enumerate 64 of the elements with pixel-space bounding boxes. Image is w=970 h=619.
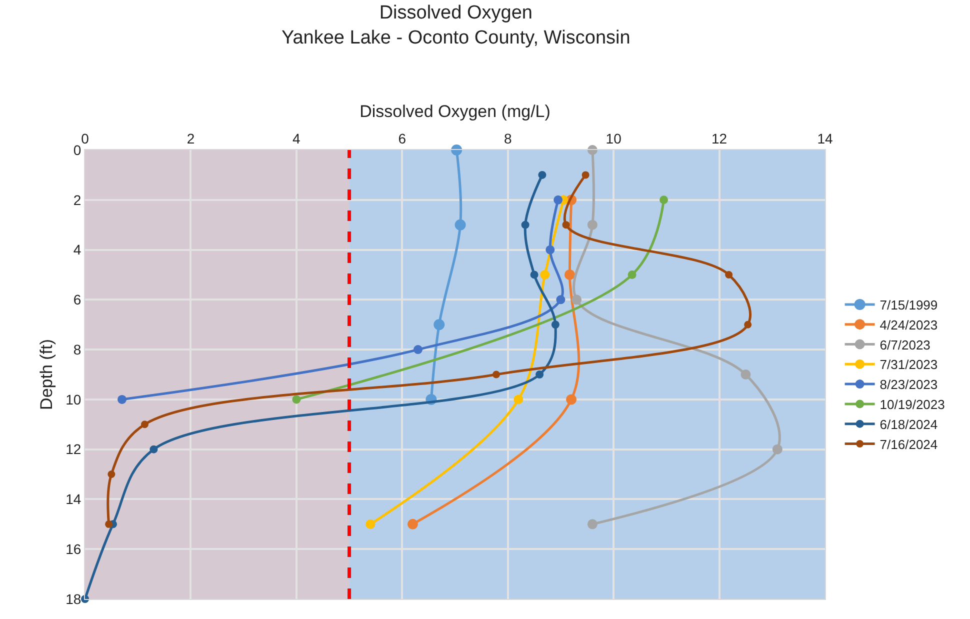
chart-subtitle: Yankee Lake - Oconto County, Wisconsin (281, 27, 630, 48)
legend-label: 7/31/2023 (880, 357, 938, 372)
y-tick-label: 2 (73, 192, 82, 208)
y-tick-label: 14 (66, 491, 82, 508)
legend-label: 4/24/2023 (880, 317, 938, 332)
y-tick-label: 8 (73, 341, 82, 358)
point (108, 470, 116, 478)
point (538, 170, 546, 179)
point (414, 345, 422, 354)
point (744, 320, 752, 328)
x-tick-label: 4 (292, 130, 301, 146)
point (551, 320, 560, 329)
point (105, 520, 113, 528)
point (562, 221, 570, 229)
legend-label: 6/18/2024 (880, 416, 938, 432)
y-axis-title: Depth (ft) (37, 339, 56, 410)
point (582, 171, 590, 179)
point (454, 219, 466, 230)
point (150, 445, 158, 454)
legend-label: 8/23/2023 (880, 377, 938, 392)
point (660, 196, 668, 204)
y-tick-label: 12 (66, 441, 82, 458)
point (725, 270, 733, 278)
x-tick-label: 10 (606, 130, 622, 146)
point (587, 220, 598, 230)
point (564, 269, 575, 280)
legend-label: 7/15/1999 (880, 298, 938, 313)
point (554, 195, 563, 204)
chart-title: Dissolved Oxygen (379, 2, 532, 24)
point (566, 394, 577, 405)
point (540, 270, 550, 280)
point (572, 294, 582, 305)
point (587, 519, 598, 530)
y-tick-label: 16 (66, 541, 82, 558)
legend-label: 7/16/2024 (880, 436, 938, 452)
point (140, 420, 148, 428)
x-tick-label: 6 (398, 130, 406, 146)
y-tick-label: 10 (66, 391, 82, 408)
point (292, 395, 301, 404)
x-tick-label: 12 (712, 130, 728, 146)
x-tick-label: 2 (186, 130, 195, 146)
point (366, 519, 376, 529)
point (556, 295, 566, 304)
point (628, 270, 636, 279)
y-tick-label: 18 (66, 590, 82, 607)
point (521, 220, 530, 229)
point (546, 245, 555, 254)
point (740, 370, 751, 380)
point (434, 319, 445, 330)
point (530, 270, 538, 279)
point (536, 370, 544, 378)
x-tick-label: 14 (817, 130, 833, 146)
x-tick-label: 8 (504, 130, 512, 146)
y-tick-label: 0 (73, 142, 82, 158)
point (772, 444, 782, 454)
legend-label: 10/19/2023 (880, 397, 945, 412)
point (492, 370, 500, 378)
y-tick-label: 6 (73, 292, 82, 308)
point (514, 394, 524, 404)
legend-label: 6/7/2023 (880, 337, 930, 352)
point (407, 518, 418, 530)
point (118, 394, 126, 404)
y-tick-label: 4 (73, 242, 82, 258)
x-axis-title: Dissolved Oxygen (mg/L) (360, 102, 550, 121)
